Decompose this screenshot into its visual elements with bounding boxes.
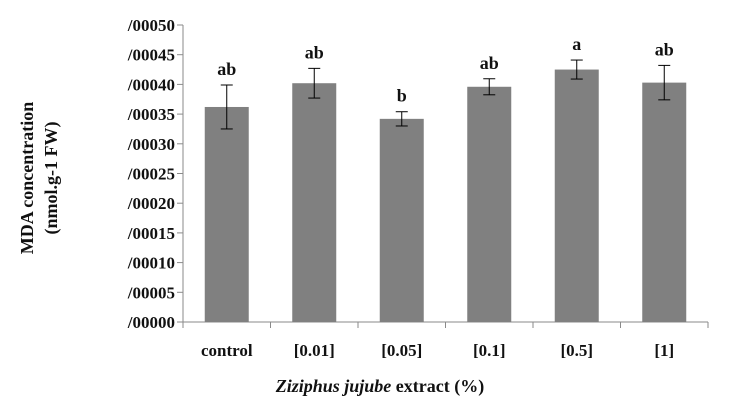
y-tick-label: /00025 [127,165,175,184]
y-tick-label: /00035 [127,105,175,124]
significance-label: ab [655,39,674,59]
y-tick-label: /00020 [127,194,175,213]
bar [292,83,337,322]
y-tick-label: /00040 [127,75,175,94]
plot-area: /00000/00005/00010/00015/00020/00025/000… [127,16,709,360]
y-tick-label: /00045 [127,46,175,65]
y-axis-title: MDA concentration (nmol.g-1 FW) [17,102,62,254]
x-axis-title-rest: extract (%) [391,376,484,397]
y-tick-label: /00030 [127,135,175,154]
y-axis-title-line1: MDA concentration [17,102,37,254]
significance-label: ab [217,59,236,79]
y-tick-label: /00000 [127,313,175,332]
x-category-label: [0.05] [381,341,422,360]
bar [204,106,249,322]
significance-label: b [397,86,407,106]
x-axis-title-italic: Ziziphus jujube [275,376,392,396]
x-category-label: control [201,341,253,360]
significance-label: ab [480,53,499,73]
y-tick-label: /00015 [127,224,175,243]
x-category-label: [0.01] [294,341,335,360]
bar [554,69,599,322]
x-axis-title: Ziziphus jujube extract (%) [275,376,485,397]
y-axis-title-line2: (nmol.g-1 FW) [41,122,62,235]
y-tick-label: /00010 [127,254,175,273]
x-category-label: [0.5] [560,341,593,360]
significance-label: ab [305,42,324,62]
bar [379,118,424,323]
bar [642,82,687,322]
y-tick-label: /00050 [127,16,175,35]
x-category-label: [0.1] [473,341,506,360]
x-category-label: [1] [654,341,674,360]
y-tick-label: /00005 [127,283,175,302]
bar [467,86,512,322]
significance-label: a [572,34,581,54]
